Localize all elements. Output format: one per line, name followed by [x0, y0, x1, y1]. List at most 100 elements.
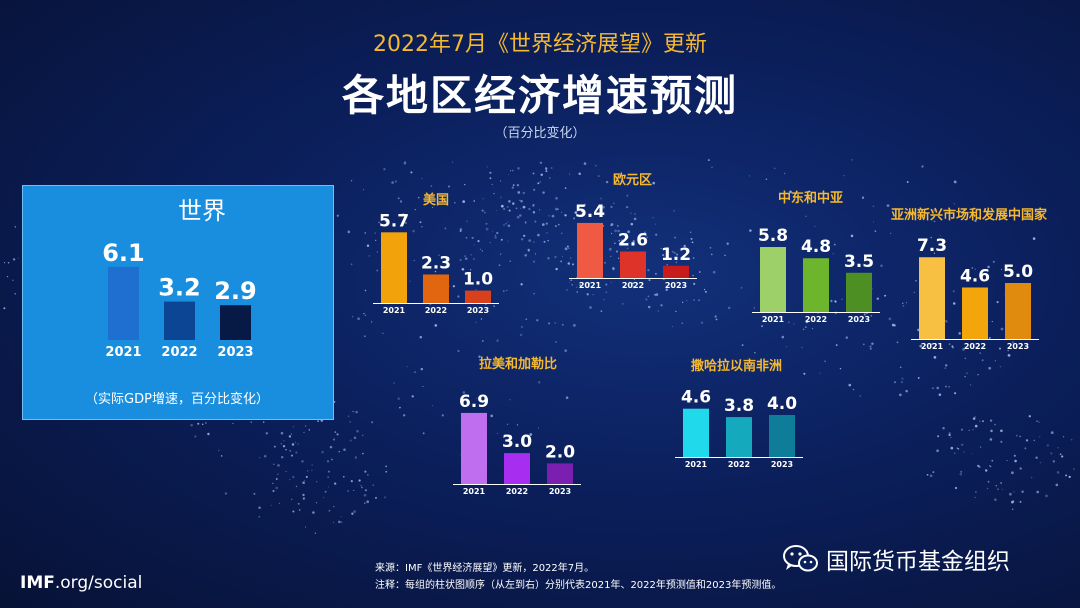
map-dot [503, 436, 505, 439]
map-dot [292, 510, 295, 513]
map-dot [362, 452, 364, 455]
map-dot [953, 203, 955, 205]
map-dot [613, 202, 615, 204]
brand: 国际货币基金组织 [782, 542, 1010, 576]
map-dot [633, 278, 636, 281]
map-dot [470, 254, 472, 256]
map-dot [652, 216, 654, 218]
map-dot [573, 217, 576, 220]
map-dot [304, 425, 307, 427]
map-dot [349, 420, 352, 423]
map-dot [824, 360, 826, 363]
map-dot [564, 247, 568, 251]
map-dot [419, 335, 423, 339]
map-dot [550, 166, 553, 170]
map-dot [363, 493, 367, 497]
chart-us: 美国 5.7 2021 2.3 2022 1.0 2023 [373, 192, 499, 315]
map-dot [583, 203, 587, 207]
map-dot [263, 454, 267, 458]
map-dot [573, 324, 576, 327]
chart-ssa: 撒哈拉以南非洲 4.6 2021 3.8 2022 4.0 2023 [675, 358, 803, 469]
map-dot [1059, 453, 1062, 456]
map-dot [534, 253, 537, 255]
map-dot [272, 489, 275, 493]
map-dot [1001, 488, 1004, 490]
map-dot [533, 292, 535, 295]
map-dot [401, 215, 403, 217]
map-dot [671, 250, 674, 253]
map-dot [813, 196, 815, 199]
map-dot [338, 520, 341, 524]
map-dot [1011, 341, 1015, 344]
brand-text: 国际货币基金组织 [826, 549, 1010, 575]
map-dot [555, 196, 558, 200]
map-dot [1045, 494, 1048, 498]
map-dot [964, 357, 967, 360]
map-dot [950, 446, 954, 450]
map-dot [527, 248, 530, 252]
map-dot [420, 367, 424, 371]
map-dot [692, 257, 695, 259]
map-dot [572, 263, 574, 266]
map-dot [714, 315, 717, 318]
map-dot [586, 293, 589, 296]
tick-label: 2023 [848, 315, 870, 324]
map-dot [549, 177, 551, 179]
map-dot [364, 314, 367, 316]
map-dot [509, 170, 512, 172]
world-note: （实际GDP增速，百分比变化） [85, 392, 269, 407]
map-dot [334, 431, 337, 433]
map-dot [693, 298, 696, 301]
map-dot [988, 366, 992, 370]
map-dot [988, 336, 991, 339]
map-dot [814, 225, 816, 227]
map-dot [654, 293, 657, 296]
map-dot [533, 188, 536, 191]
chart-title: 中东和中亚 [778, 190, 843, 206]
map-dot [896, 341, 899, 344]
map-dot [489, 241, 491, 244]
map-dot [898, 393, 902, 397]
map-dot [464, 183, 466, 186]
map-dot [545, 167, 548, 170]
map-dot [374, 232, 376, 234]
map-dot [1019, 435, 1021, 438]
data-label: 4.0 [767, 394, 797, 414]
note-line: 注释：每组的柱状图顺序（从左到右）分别代表2021年、2022年预测值和2023… [375, 580, 782, 591]
map-dot [502, 290, 505, 292]
map-dot [422, 432, 425, 435]
map-dot [461, 267, 465, 271]
map-dot [929, 474, 933, 478]
map-dot [557, 208, 559, 210]
map-dot [304, 479, 306, 482]
map-dot [475, 289, 477, 291]
map-dot [503, 207, 506, 211]
map-dot [994, 360, 996, 362]
map-dot [693, 282, 696, 286]
map-dot [682, 301, 684, 303]
map-dot [253, 492, 256, 495]
map-dot [508, 209, 511, 212]
map-dot [375, 239, 377, 242]
map-dot [974, 424, 978, 428]
map-dot [937, 435, 940, 438]
map-dot [600, 310, 603, 313]
chart-title: 欧元区 [613, 172, 652, 188]
map-dot [473, 200, 476, 202]
map-dot [1019, 467, 1022, 470]
map-dot [674, 236, 676, 239]
map-dot [301, 460, 304, 463]
map-dot [515, 207, 518, 210]
tick-label: 2021 [463, 487, 486, 496]
map-dot [951, 345, 954, 348]
map-dot [936, 449, 939, 453]
map-dot [921, 165, 924, 168]
map-dot [805, 215, 807, 217]
map-dot [991, 459, 994, 462]
map-dot [803, 372, 806, 375]
map-dot [571, 283, 573, 286]
map-dot [14, 292, 17, 295]
map-dot [598, 175, 600, 177]
map-dot [321, 450, 324, 454]
bar-2021 [760, 247, 786, 312]
